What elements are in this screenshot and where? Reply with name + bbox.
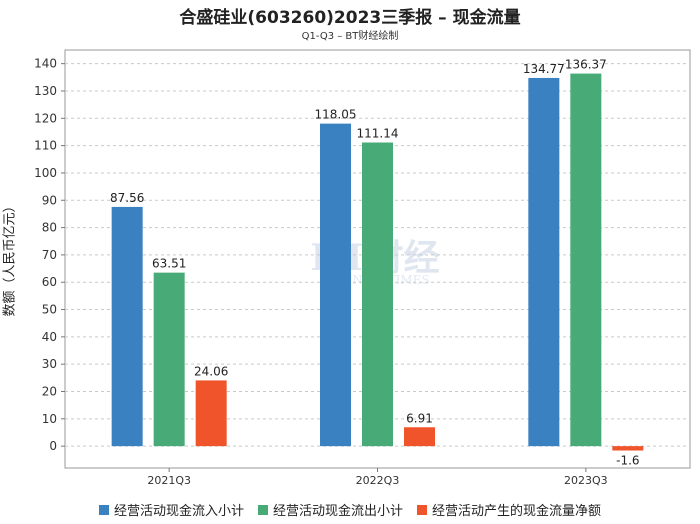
legend-item-net: 经营活动产生的现金流量净额: [417, 500, 601, 519]
data-label: -1.6: [616, 454, 639, 468]
data-label: 24.06: [194, 364, 228, 378]
data-label: 134.77: [523, 62, 565, 76]
y-tick-label: 50: [42, 303, 57, 317]
data-label: 63.51: [152, 257, 186, 271]
y-tick-label: 0: [49, 439, 57, 453]
bar: [528, 77, 560, 447]
chart-title: 合盛硅业(603260)2023三季报 – 现金流量: [179, 8, 521, 28]
y-tick-label: 70: [42, 248, 57, 262]
data-label: 87.56: [110, 191, 144, 205]
legend-swatch-net: [417, 504, 427, 515]
y-tick-label: 120: [34, 111, 57, 125]
bar: [153, 272, 185, 447]
legend-label-net: 经营活动产生的现金流量净额: [432, 504, 602, 519]
x-tick-label: 2023Q3: [564, 474, 608, 487]
chart-subtitle: Q1-Q3 – BT财经绘制: [301, 31, 399, 42]
bar: [404, 427, 435, 447]
y-tick-label: 130: [34, 84, 57, 98]
data-label: 136.37: [565, 58, 607, 72]
x-tick-label: 2021Q3: [147, 474, 191, 487]
y-tick-label: 110: [34, 139, 57, 153]
bar: [111, 206, 143, 447]
y-tick-label: 30: [42, 357, 57, 371]
y-tick-label: 100: [34, 166, 57, 180]
y-tick-label: 40: [42, 330, 57, 344]
bar: [362, 142, 393, 447]
data-label: 6.91: [406, 411, 433, 425]
legend-item-outflow: 经营活动现金流出小计: [257, 500, 403, 519]
legend-label-outflow: 经营活动现金流出小计: [272, 504, 403, 519]
bar: [195, 380, 227, 447]
legend-swatch-inflow: [98, 504, 109, 515]
legend-label-inflow: 经营活动现金流入小计: [113, 504, 244, 519]
data-label: 111.14: [357, 127, 399, 141]
bar: [612, 446, 644, 451]
data-label: 118.05: [315, 108, 357, 122]
y-tick-label: 80: [42, 221, 57, 235]
bar: [570, 73, 602, 447]
y-tick-label: 10: [42, 412, 57, 426]
y-tick-label: 140: [34, 57, 57, 71]
x-tick-label: 2022Q3: [356, 474, 400, 487]
legend: 经营活动现金流入小计 经营活动现金流出小计 经营活动产生的现金流量净额: [0, 500, 700, 519]
y-tick-label: 60: [42, 275, 57, 289]
legend-item-inflow: 经营活动现金流入小计: [98, 500, 244, 519]
bar: [320, 123, 351, 447]
legend-swatch-outflow: [257, 504, 268, 515]
y-tick-label: 90: [42, 193, 57, 207]
y-tick-label: 20: [42, 385, 57, 399]
